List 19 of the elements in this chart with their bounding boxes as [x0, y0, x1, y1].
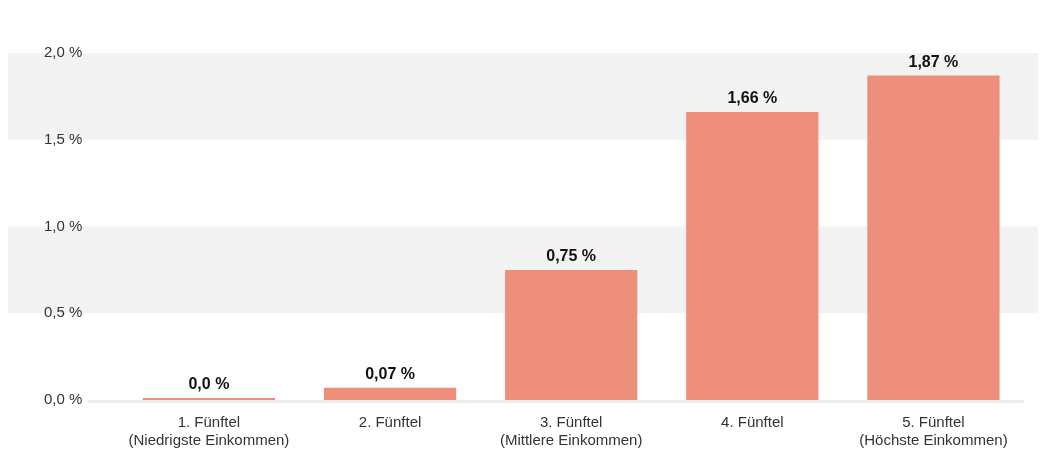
- y-tick-label: 0,0 %: [44, 390, 83, 408]
- data-label: 0,75 %: [546, 247, 597, 265]
- data-label: 1,66 %: [727, 89, 778, 107]
- y-tick-label: 1,0 %: [44, 216, 83, 234]
- bar: [867, 75, 1000, 400]
- bar: [686, 111, 819, 400]
- bar: [323, 387, 457, 400]
- x-tick-label: 1. Fünftel (Niedrigste Einkommen): [128, 413, 290, 449]
- y-tick-label: 2,0 %: [44, 43, 83, 61]
- x-tick-label: 4. Fünftel: [721, 413, 784, 431]
- y-tick-label: 0,5 %: [44, 303, 83, 321]
- data-label: 0,0 %: [188, 375, 230, 393]
- x-tick-label: 2. Fünftel: [358, 413, 422, 431]
- x-tick-label: 5. Fünftel (Höchste Einkommen): [859, 413, 1008, 449]
- y-tick-label: 1,5 %: [44, 129, 83, 147]
- bar: [505, 269, 638, 400]
- data-label: 1,87 %: [908, 52, 959, 70]
- x-tick-label: 3. Fünftel (Mittlere Einkommen): [499, 413, 643, 449]
- data-label: 0,07 %: [365, 365, 415, 383]
